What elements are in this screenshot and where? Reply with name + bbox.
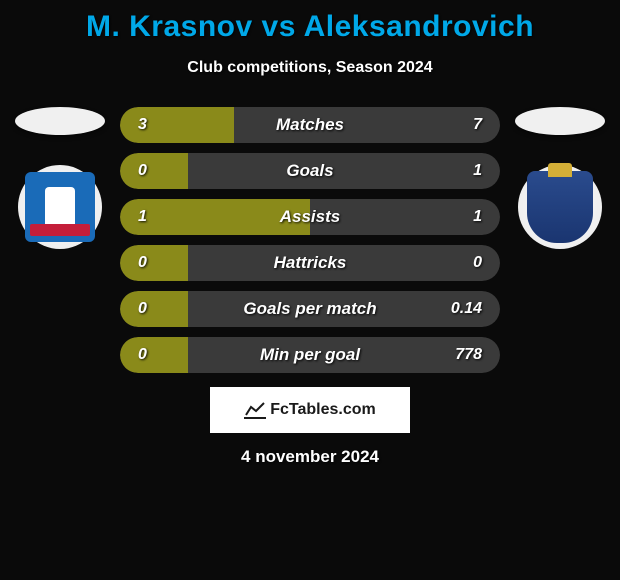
right-team-crest xyxy=(518,165,602,249)
left-player-oval xyxy=(15,107,105,135)
stat-bar: 0Min per goal778 xyxy=(120,337,500,373)
stat-label: Goals xyxy=(120,161,500,181)
stat-bar: 0Hattricks0 xyxy=(120,245,500,281)
right-player-oval xyxy=(515,107,605,135)
right-crest-shape xyxy=(527,171,593,243)
chart-icon xyxy=(244,401,266,419)
stat-label: Goals per match xyxy=(120,299,500,319)
page-title: M. Krasnov vs Aleksandrovich xyxy=(0,10,620,44)
stat-label: Assists xyxy=(120,207,500,227)
stat-bar: 1Assists1 xyxy=(120,199,500,235)
date-line: 4 november 2024 xyxy=(0,447,620,467)
stat-value-right: 7 xyxy=(473,116,482,134)
infographic-container: M. Krasnov vs Aleksandrovich Club compet… xyxy=(0,0,620,467)
footer-brand-text: FcTables.com xyxy=(270,401,376,419)
subtitle: Club competitions, Season 2024 xyxy=(0,59,620,77)
stat-bar: 3Matches7 xyxy=(120,107,500,143)
stat-value-right: 1 xyxy=(473,162,482,180)
stat-value-right: 0 xyxy=(473,254,482,272)
left-badge-column xyxy=(10,107,110,249)
left-crest-shape xyxy=(25,172,95,242)
content-row: 3Matches70Goals11Assists10Hattricks00Goa… xyxy=(0,107,620,373)
stat-value-right: 0.14 xyxy=(451,300,482,318)
stat-label: Min per goal xyxy=(120,345,500,365)
stat-label: Matches xyxy=(120,115,500,135)
right-badge-column xyxy=(510,107,610,249)
stat-value-right: 778 xyxy=(455,346,482,364)
left-team-crest xyxy=(18,165,102,249)
stat-bar: 0Goals1 xyxy=(120,153,500,189)
stat-value-right: 1 xyxy=(473,208,482,226)
stat-label: Hattricks xyxy=(120,253,500,273)
footer-brand-badge: FcTables.com xyxy=(210,387,410,433)
stats-bars: 3Matches70Goals11Assists10Hattricks00Goa… xyxy=(110,107,510,373)
stat-bar: 0Goals per match0.14 xyxy=(120,291,500,327)
